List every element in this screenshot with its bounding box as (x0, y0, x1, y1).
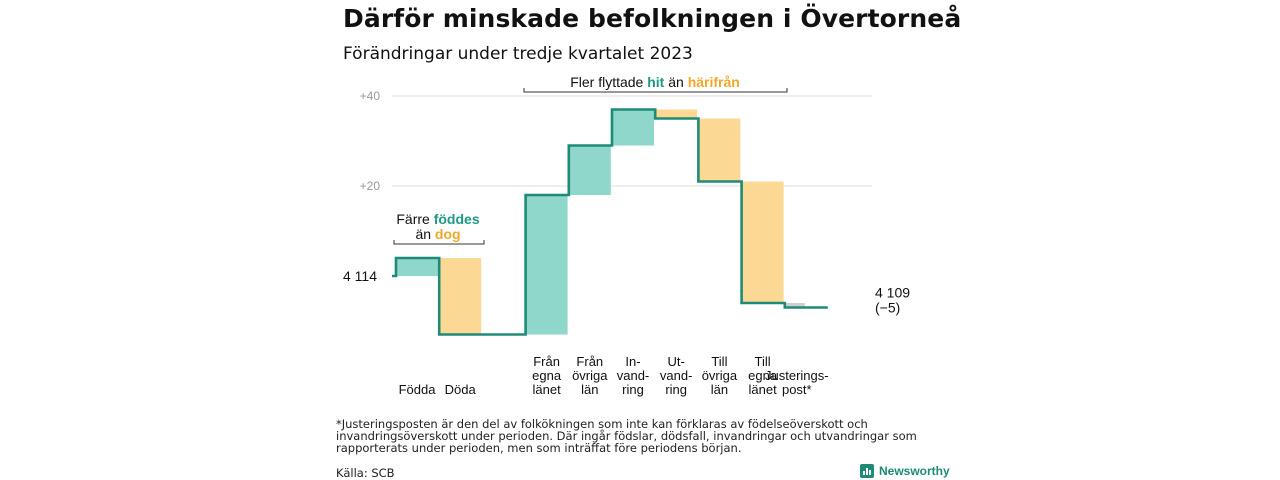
category-label: ring (665, 382, 687, 397)
waterfall-bar (741, 181, 784, 303)
category-label: vand- (660, 368, 693, 383)
annotation-than-died: än dog (415, 226, 460, 242)
category-label: län (581, 382, 598, 397)
category-label: Från (576, 354, 603, 369)
category-label: Ut- (668, 354, 685, 369)
category-label: övriga (702, 368, 738, 383)
brand-logo: Newsworthy (860, 464, 950, 478)
category-label: ring (622, 382, 644, 397)
category-label: Från (533, 354, 560, 369)
waterfall-bar (439, 258, 482, 335)
waterfall-bar (396, 258, 438, 276)
category-label: Till (755, 354, 771, 369)
annotation-bracket (523, 88, 788, 93)
source-label: Källa: SCB (336, 466, 395, 480)
category-label: egna (532, 368, 562, 383)
waterfall-bar (784, 303, 805, 308)
category-label: egna (748, 368, 778, 383)
newsworthy-logo-icon (860, 464, 874, 478)
chart-title: Därför minskade befolkningen i Övertorne… (343, 4, 962, 33)
waterfall-bar (698, 118, 741, 182)
category-label: post* (782, 382, 812, 397)
chart-subtitle: Förändringar under tredje kvartalet 2023 (343, 44, 693, 64)
annotation-more-moved: Fler flyttade hit än härifrån (570, 74, 740, 90)
end-change-label: (−5) (875, 300, 900, 316)
start-value-label: 4 114 (343, 268, 377, 284)
category-label: In- (625, 354, 640, 369)
category-label: Till (711, 354, 727, 369)
footnote: *Justeringsposten är den del av folkökni… (336, 417, 917, 455)
category-label: vand- (617, 368, 650, 383)
category-label: länet (532, 382, 561, 397)
waterfall-bar (655, 109, 698, 119)
cumulative-step-line (392, 108, 828, 336)
category-label: Justerings- (765, 368, 829, 383)
y-tick-label: +40 (360, 89, 381, 103)
category-label: övriga (572, 368, 608, 383)
annotation-fewer-born: Färre föddes (396, 211, 479, 227)
category-label: länet (748, 382, 777, 397)
waterfall-bar (612, 109, 654, 146)
category-label: Döda (445, 382, 477, 397)
end-value-label: 4 109 (875, 285, 910, 301)
brand-name: Newsworthy (879, 464, 950, 478)
category-label: Födda (399, 382, 437, 397)
waterfall-bar (568, 145, 611, 195)
waterfall-bar (525, 195, 568, 335)
category-label: län (711, 382, 728, 397)
annotation-bracket (393, 240, 485, 245)
y-tick-label: +20 (360, 179, 381, 193)
